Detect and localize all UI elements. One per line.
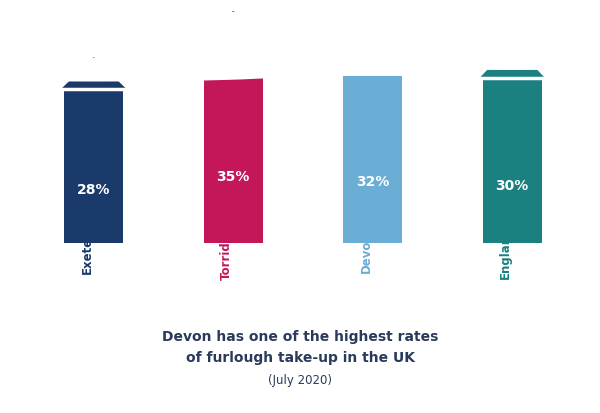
Polygon shape — [199, 9, 268, 51]
Text: 32%: 32% — [356, 175, 389, 189]
Text: Devon: Devon — [360, 231, 373, 273]
Text: 30%: 30% — [496, 179, 529, 193]
Ellipse shape — [0, 71, 283, 82]
Text: Devon has one of the highest rates: Devon has one of the highest rates — [162, 330, 438, 344]
Bar — [343, 67, 402, 244]
Bar — [483, 78, 542, 244]
Bar — [0, 21, 600, 35]
Ellipse shape — [0, 28, 470, 42]
Text: Torridge: Torridge — [220, 224, 233, 280]
Polygon shape — [59, 56, 128, 90]
Text: Exeter: Exeter — [81, 230, 94, 273]
Circle shape — [157, 33, 589, 50]
Ellipse shape — [310, 59, 600, 71]
Ellipse shape — [157, 47, 589, 59]
Polygon shape — [53, 53, 134, 90]
Bar — [64, 90, 123, 244]
Polygon shape — [472, 39, 553, 78]
Polygon shape — [338, 28, 407, 67]
Circle shape — [0, 59, 283, 74]
Polygon shape — [193, 5, 274, 51]
Polygon shape — [478, 42, 547, 78]
Text: of furlough take-up in the UK: of furlough take-up in the UK — [185, 350, 415, 364]
Text: (July 2020): (July 2020) — [268, 373, 332, 387]
Bar — [0, 66, 472, 77]
Circle shape — [0, 14, 470, 32]
Bar — [107, 53, 600, 65]
Polygon shape — [332, 26, 413, 67]
Text: 35%: 35% — [217, 169, 250, 183]
Circle shape — [310, 46, 600, 62]
Bar — [204, 51, 263, 244]
Text: England: England — [499, 225, 512, 279]
Text: 28%: 28% — [77, 183, 110, 197]
Bar — [0, 40, 600, 53]
